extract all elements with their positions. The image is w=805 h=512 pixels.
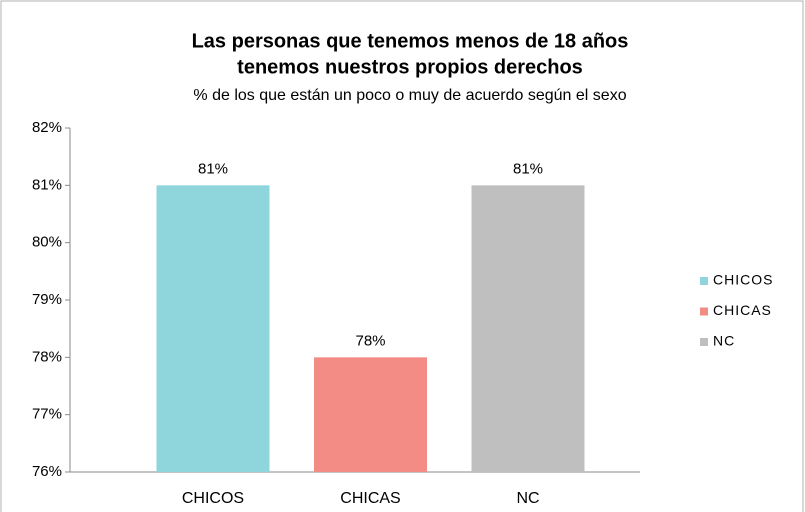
x-tick-label: CHICAS [340, 490, 400, 507]
y-tick-label: 79% [32, 291, 62, 308]
bar [471, 185, 585, 473]
chart-subtitle: % de los que están un poco o muy de acue… [193, 87, 626, 104]
data-label: 78% [355, 332, 385, 349]
chart-title: Las personas que tenemos menos de 18 año… [192, 30, 629, 52]
y-tick-label: 76% [32, 463, 62, 480]
legend-swatch [700, 307, 708, 316]
y-tick-label: 81% [32, 176, 62, 193]
bar [314, 357, 427, 472]
x-tick-label: CHICOS [182, 490, 244, 507]
y-tick-label: 80% [32, 234, 62, 251]
bar [156, 185, 270, 473]
legend-swatch [700, 338, 708, 346]
legend-label: NC [713, 333, 735, 349]
y-tick-label: 77% [32, 406, 62, 423]
x-tick-label: NC [516, 490, 539, 507]
chart-title: tenemos nuestros propios derechos [237, 56, 583, 78]
legend-swatch [700, 277, 708, 285]
data-label: 81% [198, 160, 228, 177]
y-tick-label: 82% [32, 119, 62, 136]
legend-label: CHICAS [713, 302, 772, 318]
legend-label: CHICOS [713, 272, 773, 288]
y-tick-label: 78% [32, 348, 62, 365]
data-label: 81% [513, 160, 543, 177]
